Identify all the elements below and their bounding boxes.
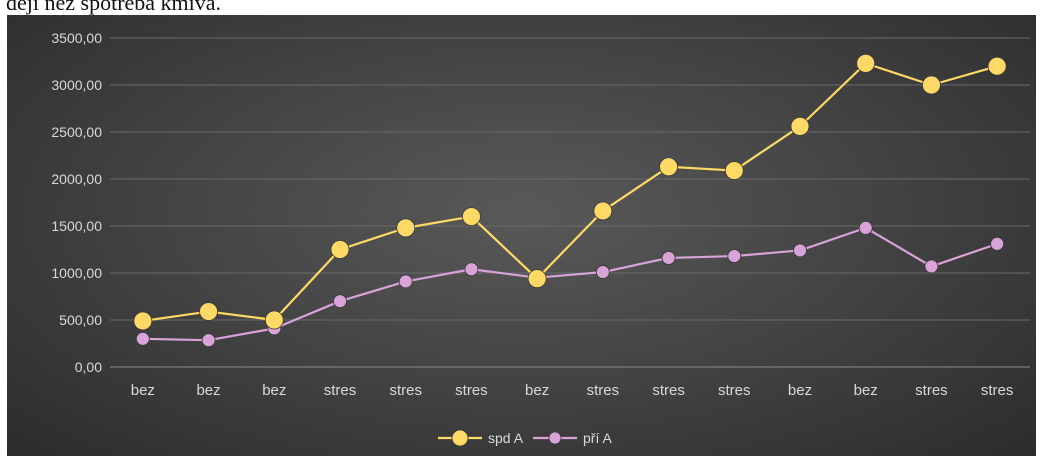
data-point <box>724 161 744 180</box>
data-point <box>330 240 350 259</box>
page-header-text: dejí něz spotřeba kmiva. <box>6 0 222 15</box>
x-tick-label: stres <box>587 382 620 399</box>
x-tick-label: stres <box>389 382 422 399</box>
data-point <box>333 294 347 309</box>
data-point <box>922 75 941 95</box>
chart-area: 0,00 500,00 1000,00 1500,00 2000,00 2500,00 30… <box>7 15 1036 456</box>
x-tick-label: stres <box>324 382 357 399</box>
data-point <box>659 157 678 177</box>
x-tick-label: bez <box>262 382 286 399</box>
y-tick-label: 1000,00 <box>51 265 102 281</box>
data-point <box>133 311 153 331</box>
x-tick-label: bez <box>131 382 155 399</box>
series-1 <box>133 53 1007 331</box>
series-2 <box>135 220 1005 348</box>
data-point <box>790 116 810 136</box>
data-point <box>199 302 218 321</box>
x-tick-label: bez <box>788 382 812 399</box>
data-point <box>398 274 413 289</box>
data-point <box>595 265 610 279</box>
x-axis-labels: bez bez bez stres stres stres bez stres stres str… <box>131 382 1014 399</box>
y-axis-labels: 0,00 500,00 1000,00 1500,00 2000,00 2500,00 30… <box>51 30 102 375</box>
data-point <box>593 201 613 221</box>
data-point <box>201 333 216 348</box>
y-tick-label: 2000,00 <box>51 171 102 187</box>
x-tick-label: stres <box>981 382 1014 399</box>
legend-marker <box>451 429 469 447</box>
legend-label: spd A <box>488 430 524 446</box>
x-tick-label: stres <box>652 382 685 399</box>
data-point <box>987 56 1007 76</box>
x-tick-label: stres <box>718 382 751 399</box>
x-tick-label: stres <box>915 382 948 399</box>
data-point <box>727 249 742 263</box>
x-tick-label: stres <box>455 382 488 399</box>
data-point <box>924 259 939 274</box>
data-point <box>661 251 676 265</box>
gridlines <box>110 37 1030 368</box>
y-tick-label: 0,00 <box>75 359 102 375</box>
data-point <box>858 220 873 235</box>
x-tick-label: bez <box>854 382 878 399</box>
y-tick-label: 3500,00 <box>51 30 102 46</box>
y-tick-label: 1500,00 <box>51 218 102 234</box>
x-tick-label: bez <box>525 382 549 399</box>
data-point <box>990 236 1005 251</box>
legend-marker <box>548 431 562 445</box>
y-tick-label: 2500,00 <box>51 124 102 140</box>
series-line <box>142 62 998 323</box>
x-tick-label: bez <box>196 382 220 399</box>
data-point <box>264 310 284 330</box>
data-point <box>527 269 547 289</box>
data-point <box>462 207 481 227</box>
y-tick-label: 500,00 <box>59 312 102 328</box>
data-point <box>856 53 876 73</box>
data-point <box>396 218 416 238</box>
legend-label: pří A <box>583 430 612 446</box>
data-point <box>135 331 150 346</box>
y-tick-label: 3000,00 <box>51 77 102 93</box>
data-point <box>464 262 479 277</box>
series-line <box>142 226 998 342</box>
data-point <box>793 243 807 258</box>
legend: spd A pří A <box>438 429 612 447</box>
line-chart: 0,00 500,00 1000,00 1500,00 2000,00 2500,00 30… <box>51 30 1030 447</box>
